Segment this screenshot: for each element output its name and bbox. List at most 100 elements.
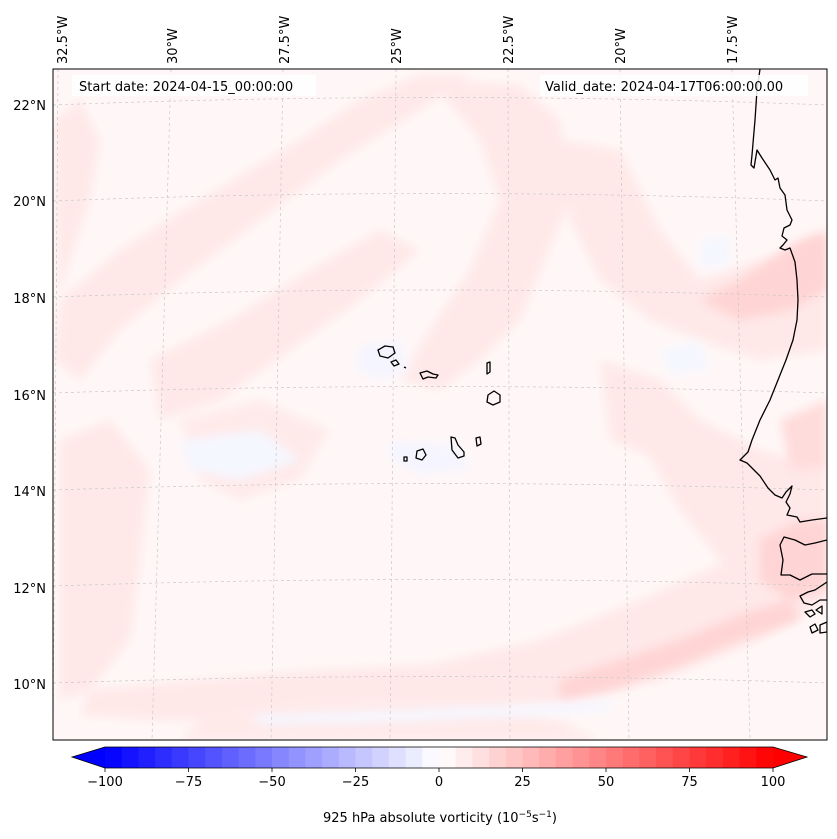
island-boa-vista [486, 390, 501, 406]
colorbar-segment [188, 747, 206, 768]
vorticity-negative-cv [355, 340, 410, 380]
gridlines [53, 69, 827, 740]
colorbar-segment [388, 747, 407, 768]
island-maio [475, 436, 482, 447]
valid-date-box: Valid_date: 2024-04-17T06:00:00.00 [540, 75, 808, 96]
gridline-lat-14 [53, 483, 827, 491]
coastline-guinea-islands [804, 605, 827, 634]
gridline-lon-17-5 [731, 69, 751, 740]
colorbar-segment [238, 747, 256, 768]
lat-label: 16°N [13, 389, 46, 404]
vorticity-band-center2 [150, 230, 420, 420]
colorbar-tick-label: 75 [681, 775, 698, 790]
coastline-africa-north [739, 69, 827, 523]
vorticity-negative-south [250, 700, 620, 725]
lon-label: 17.5°W [726, 16, 741, 64]
gridline-lat-20 [53, 193, 827, 202]
start-date-box: Start date: 2024-04-15_00:00:00 [72, 75, 316, 96]
gridline-lat-16 [53, 386, 827, 394]
coastlines [377, 69, 827, 634]
colorbar-segment [756, 747, 774, 768]
colorbar-segment [121, 747, 139, 768]
colorbar-segment [739, 747, 757, 768]
colorbar-segment [205, 747, 223, 768]
lat-label: 22°N [13, 99, 46, 114]
longitude-labels: 32.5°W 30°W 27.5°W 25°W 22.5°W 20°W 17.5… [56, 16, 741, 64]
lon-label: 25°W [390, 28, 405, 64]
island-fogo [415, 448, 427, 461]
lat-label: 10°N [13, 678, 46, 693]
colorbar-segment [355, 747, 373, 768]
colorbar-tick-label: 0 [435, 775, 443, 790]
colorbar-segment [522, 747, 540, 768]
colorbar-ticks: −100 −75 −50 −25 0 25 50 75 100 [87, 768, 785, 790]
valid-date-label: Valid_date: 2024-04-17T06:00:00.00 [545, 80, 783, 95]
gridline-lon-20 [619, 69, 630, 740]
colorbar-tick-label: −25 [342, 775, 369, 790]
colorbar-segments [105, 747, 774, 768]
vorticity-field [55, 75, 827, 740]
gridline-lon-32-5 [53, 69, 59, 740]
vorticity-max-coast-north [700, 230, 827, 320]
lat-label: 12°N [13, 582, 46, 597]
colorbar-segment [656, 747, 674, 768]
colorbar-segment [572, 747, 590, 768]
colorbar-segment [706, 747, 724, 768]
island-santiago [450, 436, 465, 459]
map-panel[interactable]: Start date: 2024-04-15_00:00:00 Valid_da… [52, 68, 828, 741]
colorbar-tick-label: −100 [87, 775, 123, 790]
gridline-lat-12 [53, 579, 827, 587]
colorbar-segment [489, 747, 507, 768]
gridline-lat-10 [53, 676, 827, 684]
colorbar-segment [338, 747, 357, 768]
vorticity-negative-ne [700, 235, 730, 268]
vorticity-negative-west [180, 430, 300, 480]
colorbar-segment [272, 747, 290, 768]
colorbar-segment [606, 747, 624, 768]
vorticity-negative-east [660, 340, 710, 375]
vorticity-max-south-band [560, 600, 800, 700]
lat-label: 14°N [13, 485, 46, 500]
colorbar-segment [288, 747, 306, 768]
island-sao-vicente [390, 359, 400, 367]
colorbar-extend-low [72, 747, 105, 768]
island-santa-luzia [403, 366, 407, 369]
island-sal [486, 361, 491, 375]
colorbar-tick-label: −50 [258, 775, 285, 790]
gridline-lat-18 [53, 289, 827, 298]
gridline-lon-25 [389, 69, 397, 740]
vorticity-max-coast-mid [780, 400, 827, 470]
gridline-lat-22 [53, 97, 827, 106]
colorbar-segment [171, 747, 190, 768]
lat-label: 20°N [13, 195, 46, 210]
colorbar-segment [639, 747, 657, 768]
colorbar-segment [405, 747, 423, 768]
coastline-africa-south [779, 536, 827, 606]
colorbar-segment [221, 747, 240, 768]
vorticity-max-coast-south [760, 520, 827, 600]
vorticity-band-nw [55, 75, 470, 380]
colorbar-segment [455, 747, 473, 768]
colorbar-segment [555, 747, 574, 768]
colorbar-segment [322, 747, 340, 768]
lon-label: 32.5°W [56, 16, 71, 64]
colorbar-segment [589, 747, 607, 768]
colorbar: −100 −75 −50 −25 0 25 50 75 100 925 hPa absolute… [70, 746, 809, 826]
start-date-label: Start date: 2024-04-15_00:00:00 [79, 80, 293, 95]
colorbar-segment [722, 747, 741, 768]
colorbar-extend-high [773, 747, 807, 768]
colorbar-segment [155, 747, 173, 768]
colorbar-tick-label: 100 [761, 775, 786, 790]
lat-label: 18°N [13, 292, 46, 307]
colorbar-segment [622, 747, 640, 768]
colorbar-segment [689, 747, 707, 768]
lon-label: 22.5°W [502, 16, 517, 64]
colorbar-segment [439, 747, 457, 768]
colorbar-segment [105, 747, 123, 768]
gridline-lon-30 [151, 69, 172, 740]
colorbar-label: 925 hPa absolute vorticity (10−5s−1) [323, 810, 557, 826]
colorbar-segment [255, 747, 273, 768]
lon-label: 30°W [166, 28, 181, 64]
colorbar-segment [672, 747, 691, 768]
island-sao-nicolau [419, 370, 439, 380]
